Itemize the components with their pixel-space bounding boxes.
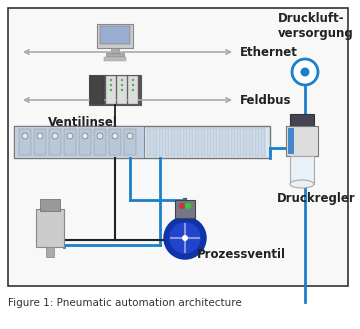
- Bar: [14, 126, 144, 158]
- Circle shape: [182, 235, 188, 241]
- Circle shape: [121, 89, 123, 91]
- Bar: [159, 128, 163, 156]
- Circle shape: [170, 223, 200, 253]
- Bar: [237, 128, 241, 156]
- Bar: [165, 128, 169, 156]
- Bar: [97, 24, 133, 48]
- Text: Prozessventil: Prozessventil: [197, 248, 286, 261]
- Bar: [288, 128, 294, 154]
- Circle shape: [52, 133, 58, 139]
- Bar: [177, 128, 181, 156]
- Bar: [89, 75, 141, 105]
- Bar: [106, 53, 124, 56]
- Bar: [90, 76, 104, 104]
- Bar: [36, 209, 64, 247]
- Circle shape: [82, 133, 88, 139]
- Bar: [225, 128, 229, 156]
- Circle shape: [132, 79, 134, 81]
- Bar: [290, 114, 314, 128]
- Circle shape: [165, 218, 205, 258]
- Bar: [8, 8, 348, 286]
- Circle shape: [112, 133, 118, 139]
- Circle shape: [110, 79, 112, 81]
- Bar: [261, 128, 265, 156]
- Circle shape: [185, 203, 191, 209]
- Bar: [14, 126, 270, 158]
- Bar: [106, 76, 116, 104]
- Bar: [64, 129, 76, 155]
- Text: Feldbus: Feldbus: [240, 93, 292, 107]
- Bar: [100, 26, 130, 44]
- Circle shape: [97, 133, 103, 139]
- Bar: [201, 128, 205, 156]
- Circle shape: [121, 79, 123, 81]
- Circle shape: [121, 84, 123, 86]
- Bar: [49, 129, 61, 155]
- Circle shape: [179, 203, 185, 209]
- Bar: [189, 128, 193, 156]
- Bar: [79, 129, 91, 155]
- Ellipse shape: [290, 180, 314, 188]
- Bar: [94, 129, 106, 155]
- Circle shape: [110, 84, 112, 86]
- Bar: [147, 128, 151, 156]
- Bar: [109, 129, 121, 155]
- Bar: [219, 128, 223, 156]
- Bar: [183, 128, 187, 156]
- Text: Ventilinsel: Ventilinsel: [48, 116, 118, 129]
- Circle shape: [301, 67, 310, 77]
- Bar: [207, 128, 211, 156]
- Text: Figure 1: Pneumatic automation architecture: Figure 1: Pneumatic automation architect…: [8, 298, 242, 308]
- Bar: [213, 128, 217, 156]
- Bar: [40, 199, 60, 211]
- Bar: [249, 128, 253, 156]
- Bar: [34, 129, 46, 155]
- Bar: [104, 57, 126, 61]
- Bar: [231, 128, 235, 156]
- Bar: [171, 128, 175, 156]
- Bar: [255, 128, 259, 156]
- Bar: [19, 129, 31, 155]
- Bar: [175, 200, 195, 218]
- Bar: [124, 129, 136, 155]
- Circle shape: [292, 59, 318, 85]
- Bar: [290, 156, 314, 184]
- Bar: [128, 76, 138, 104]
- Bar: [117, 76, 127, 104]
- Circle shape: [22, 133, 28, 139]
- Bar: [111, 48, 119, 53]
- Circle shape: [37, 133, 43, 139]
- Text: Druckregler: Druckregler: [277, 192, 356, 205]
- Bar: [286, 126, 318, 156]
- Text: Druckluft-
versorgung: Druckluft- versorgung: [278, 12, 354, 40]
- Circle shape: [127, 133, 133, 139]
- Bar: [153, 128, 157, 156]
- Text: Ethernet: Ethernet: [240, 45, 298, 59]
- Circle shape: [132, 84, 134, 86]
- Circle shape: [132, 89, 134, 91]
- Bar: [46, 247, 54, 257]
- Circle shape: [67, 133, 73, 139]
- Bar: [243, 128, 247, 156]
- Bar: [195, 128, 199, 156]
- Circle shape: [110, 89, 112, 91]
